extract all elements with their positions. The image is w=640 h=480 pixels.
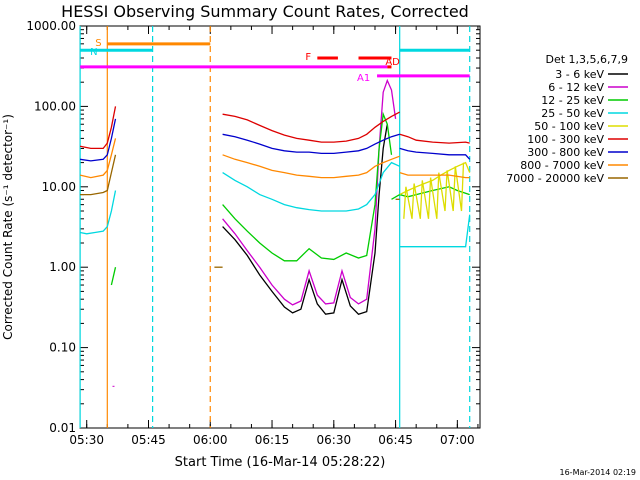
- series-line: [222, 161, 400, 212]
- series-line: [222, 111, 401, 143]
- y-tick-label: 1.00: [49, 260, 76, 274]
- series-line: [110, 267, 117, 286]
- x-tick-label: 05:45: [131, 433, 166, 447]
- series-line: [399, 214, 471, 248]
- flag-label: S: [95, 38, 101, 49]
- series-line: [222, 78, 397, 306]
- series-lines: [79, 78, 471, 387]
- legend-entry-label: 300 - 800 keV: [527, 146, 604, 159]
- flag-label: N: [90, 47, 97, 58]
- y-tick-label: 0.01: [49, 421, 76, 435]
- axis-ticks: [80, 25, 480, 429]
- x-tick-label: 05:30: [69, 433, 104, 447]
- series-line: [222, 133, 400, 155]
- y-tick-label: 1000.00: [26, 19, 76, 33]
- series-line: [222, 111, 393, 262]
- y-tick-label: 10.00: [42, 180, 76, 194]
- x-tick-label: 06:45: [378, 433, 413, 447]
- series-line: [399, 161, 471, 196]
- series-line: [399, 147, 471, 160]
- legend-entry-label: 12 - 25 keV: [541, 94, 604, 107]
- y-tick-label: 0.10: [49, 341, 76, 355]
- x-tick-label: 06:00: [193, 433, 228, 447]
- legend-entry-label: 6 - 12 keV: [548, 81, 604, 94]
- series-line: [399, 133, 470, 144]
- series-line: [222, 154, 400, 179]
- flag-label: F: [305, 52, 311, 63]
- x-tick-label: 06:15: [255, 433, 290, 447]
- flag-label: A1: [357, 73, 370, 84]
- legend-entry-label: 100 - 300 keV: [527, 133, 604, 146]
- timestamp: 16-Mar-2014 02:19: [560, 468, 637, 477]
- vertical-markers: [79, 26, 471, 428]
- legend-entry-label: 800 - 7000 keV: [520, 159, 604, 172]
- y-tick-label: 100.00: [34, 99, 76, 113]
- series-line: [222, 124, 388, 315]
- x-tick-label: 07:00: [440, 433, 475, 447]
- legend-entry-label: 25 - 50 keV: [541, 107, 604, 120]
- legend-entry-label: 3 - 6 keV: [555, 68, 604, 81]
- series-line: [79, 190, 117, 235]
- legend-entry-label: 7000 - 20000 keV: [506, 172, 604, 185]
- plot-frame: [79, 25, 481, 429]
- flag-bars: SN F AD A1: [80, 38, 470, 84]
- series-line: [79, 138, 117, 179]
- legend-title: Det 1,3,5,6,7,9: [545, 53, 628, 66]
- y-tick-labels: 0.01 0.10 1.00 10.00 100.00 1000.00: [26, 19, 76, 435]
- chart-title: HESSI Observing Summary Count Rates, Cor…: [61, 2, 469, 21]
- series-line: [403, 162, 465, 219]
- series-line: [80, 154, 117, 196]
- legend-entry-label: 50 - 100 keV: [534, 120, 604, 133]
- series-line: [80, 118, 117, 162]
- y-axis-label: Corrected Count Rate (s⁻¹ detector⁻¹): [1, 114, 15, 340]
- x-axis-label: Start Time (16-Mar-14 05:28:22): [175, 455, 386, 470]
- x-tick-labels: 05:30 05:45 06:00 06:15 06:30 06:45 07:00: [69, 433, 474, 447]
- x-tick-label: 06:30: [317, 433, 352, 447]
- flag-label: AD: [385, 57, 400, 68]
- series-line: [399, 171, 470, 179]
- series-line: [79, 106, 117, 150]
